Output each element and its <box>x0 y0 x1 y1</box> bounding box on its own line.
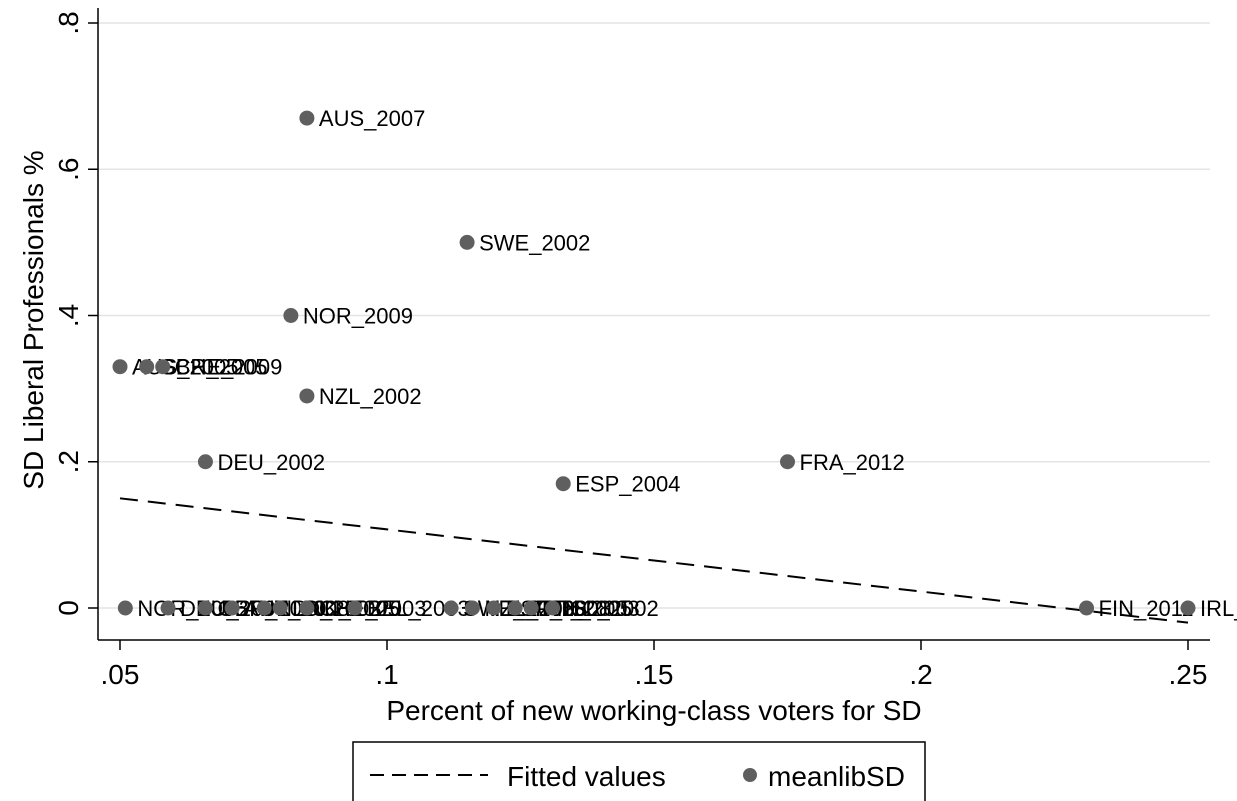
y-axis-title: SD Liberal Professionals % <box>18 150 49 489</box>
point-fra-2012 <box>780 454 795 470</box>
point-label: NLD_2002 <box>276 596 381 621</box>
point-aus-2007 <box>299 110 315 126</box>
point-che-2003 <box>299 600 315 616</box>
point-dnk-2005 <box>272 600 288 616</box>
x-axis-title: Percent of new working-class voters for … <box>386 695 921 726</box>
y-tick-label: .6 <box>53 158 84 181</box>
x-tick-label: .25 <box>1169 659 1208 690</box>
point-nld-2002 <box>256 600 272 616</box>
point-aut-2008 <box>224 600 240 616</box>
points-group: AUS_2007SWE_2002NOR_2009NZL_2002AUS_2005… <box>112 106 1237 621</box>
point-gbr-2010 <box>197 600 213 616</box>
fitted-values-line <box>119 497 1189 624</box>
point-label: FRA_2012 <box>800 450 905 475</box>
point-label: FIN_2011 <box>1099 596 1194 621</box>
point-esp-2008 <box>486 600 502 616</box>
point-swe-2002 <box>459 234 475 250</box>
point-fin-2003 <box>523 600 539 616</box>
y-tick-label: .4 <box>53 304 84 327</box>
legend-fitted-label: Fitted values <box>507 761 666 792</box>
x-tick-label: .2 <box>909 659 932 690</box>
y-tick-label: 0 <box>53 600 84 616</box>
x-tick-label: .05 <box>101 659 140 690</box>
point-label: SWE_2002 <box>479 230 590 255</box>
point-isl-2002 <box>545 600 561 616</box>
point-esp-2004 <box>555 476 571 492</box>
point-label: PRT_2005 <box>527 596 632 621</box>
legend-box <box>352 741 926 801</box>
legend-meanlibsd-label: meanlibSD <box>768 761 905 792</box>
point-label: AUS_2007 <box>319 106 425 131</box>
point-nzl-2002 <box>299 388 315 404</box>
point-fin-2011 <box>1079 600 1095 616</box>
point-gbr-2005 <box>139 359 155 375</box>
point-label: ESP_2004 <box>575 472 680 497</box>
x-tick-label: .1 <box>375 659 398 690</box>
point-bel-2003 <box>347 600 363 616</box>
point-label: NOR_2009 <box>303 304 413 329</box>
point-label: ISL_2002 <box>565 596 659 621</box>
point-nor-2009 <box>283 308 299 323</box>
fitted-line-group <box>119 497 1189 624</box>
point-nzl-2008 <box>464 600 480 616</box>
point-nor-2005 <box>117 600 133 616</box>
x-tick-label: .15 <box>635 659 674 690</box>
point-prt-2005 <box>507 600 523 616</box>
point-label: CHE_2009 <box>175 355 283 380</box>
axes <box>97 8 1210 641</box>
x-ticks: .05 .1 .15 .2 .25 <box>101 640 1208 690</box>
point-che-2009 <box>155 359 171 375</box>
point-irl-2002 <box>1180 600 1196 616</box>
gridlines <box>98 22 1210 609</box>
point-label: GBR_2005 <box>159 355 268 380</box>
point-label: DEU_2002 <box>217 450 325 475</box>
point-label: CHE_2003 <box>319 596 427 621</box>
point-swe-2006 <box>443 600 459 616</box>
y-ticks: 0 .2 .4 .6 .8 <box>53 11 98 616</box>
point-aus-2005 <box>112 359 128 375</box>
point-label: NZL_2002 <box>319 384 422 409</box>
point-deu-2009 <box>160 600 176 616</box>
point-deu-2002 <box>197 454 213 470</box>
point-label: IRL_2002 <box>1200 596 1237 621</box>
y-tick-label: .8 <box>53 11 84 34</box>
legend: Fitted values meanlibSD <box>352 741 926 801</box>
legend-meanlibsd-dot <box>743 768 757 782</box>
y-tick-label: .2 <box>53 450 84 473</box>
